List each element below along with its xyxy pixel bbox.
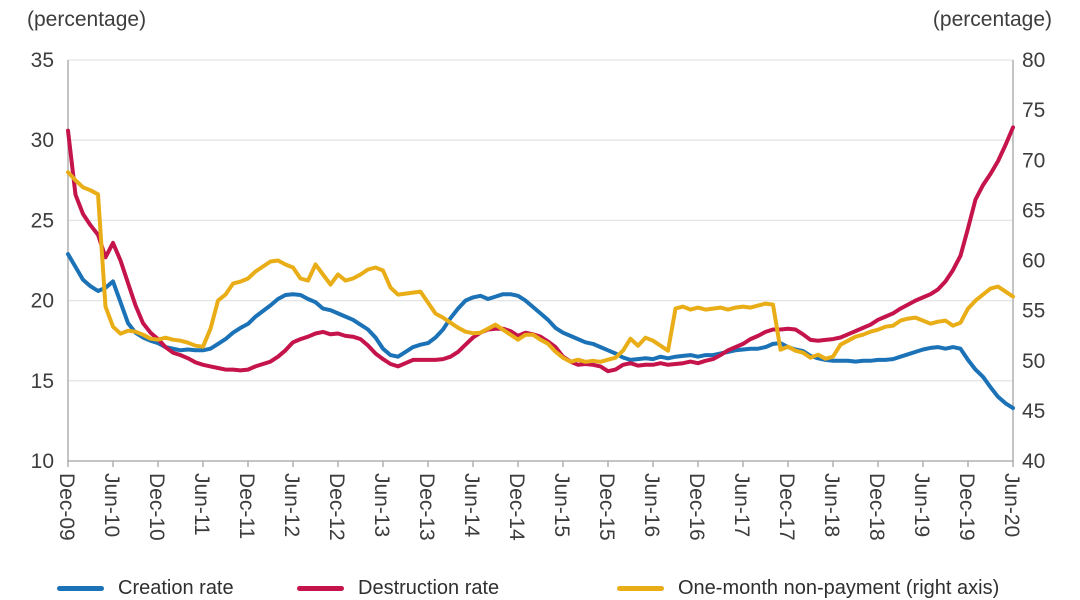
series-line-destruction-rate [66, 125, 1015, 374]
nonpayment-swatch [617, 586, 664, 591]
left-axis-tick-label: 25 [31, 209, 54, 232]
x-tick-label: Dec-13 [415, 473, 438, 541]
chart-legend: Creation rate Destruction rate One-month… [0, 577, 1080, 599]
left-axis-tick-label: 15 [31, 370, 54, 393]
left-axis-tick-label: 35 [31, 49, 54, 72]
x-tick-label: Jun-16 [640, 473, 663, 537]
left-axis-title: (percentage) [27, 8, 147, 31]
x-tick-label: Jun-10 [100, 473, 123, 537]
right-axis-tick-label: 55 [1022, 300, 1045, 323]
right-axis-title: (percentage) [932, 8, 1052, 31]
x-tick-label: Jun-19 [910, 473, 933, 537]
x-tick-label: Jun-11 [190, 473, 213, 536]
x-tick-label: Dec-19 [955, 473, 978, 541]
x-tick-label: Dec-11 [235, 473, 258, 539]
legend-item-destruction-rate: Destruction rate [297, 577, 500, 599]
x-tick-label: Jun-17 [730, 473, 753, 537]
series-line-one-month-non-payment-right-axis [66, 170, 1015, 364]
x-tick-label: Jun-12 [280, 473, 303, 537]
x-tick-label: Dec-12 [325, 473, 348, 541]
x-tick-label: Jun-14 [460, 473, 483, 538]
right-axis-tick-label: 75 [1022, 99, 1045, 122]
x-tick-label: Dec-16 [685, 473, 708, 541]
legend-item-nonpayment: One-month non-payment (right axis) [617, 577, 1000, 599]
x-tick-label: Dec-14 [505, 473, 528, 541]
creation-rate-swatch [57, 586, 104, 591]
x-tick-label: Dec-18 [865, 473, 888, 541]
left-axis-tick-label: 10 [31, 450, 54, 473]
legend-label: One-month non-payment (right axis) [678, 577, 1000, 599]
right-axis-tick-label: 70 [1022, 149, 1045, 172]
x-tick-label: Dec-09 [55, 473, 78, 541]
x-tick-label: Dec-15 [595, 473, 618, 541]
right-axis-tick-label: 50 [1022, 350, 1045, 373]
x-tick-label: Jun-18 [820, 473, 843, 537]
right-axis-tick-label: 40 [1022, 450, 1045, 473]
series-line-creation-rate [66, 252, 1015, 411]
right-axis-tick-label: 65 [1022, 199, 1045, 222]
x-tick-label: Dec-17 [775, 473, 798, 541]
legend-label: Destruction rate [358, 577, 500, 599]
right-axis-tick-label: 45 [1022, 400, 1045, 423]
x-tick-label: Dec-10 [145, 473, 168, 541]
left-axis-tick-label: 30 [31, 129, 54, 152]
right-axis-tick-label: 60 [1022, 250, 1045, 273]
x-tick-label: Jun-13 [370, 473, 393, 537]
left-axis-tick-label: 20 [31, 290, 54, 313]
x-tick-label: Jun-15 [550, 473, 573, 537]
legend-item-creation-rate: Creation rate [57, 577, 234, 599]
legend-label: Creation rate [118, 577, 234, 599]
x-tick-label: Jun-20 [1000, 473, 1023, 537]
destruction-rate-swatch [297, 586, 344, 591]
right-axis-tick-label: 80 [1022, 49, 1045, 72]
